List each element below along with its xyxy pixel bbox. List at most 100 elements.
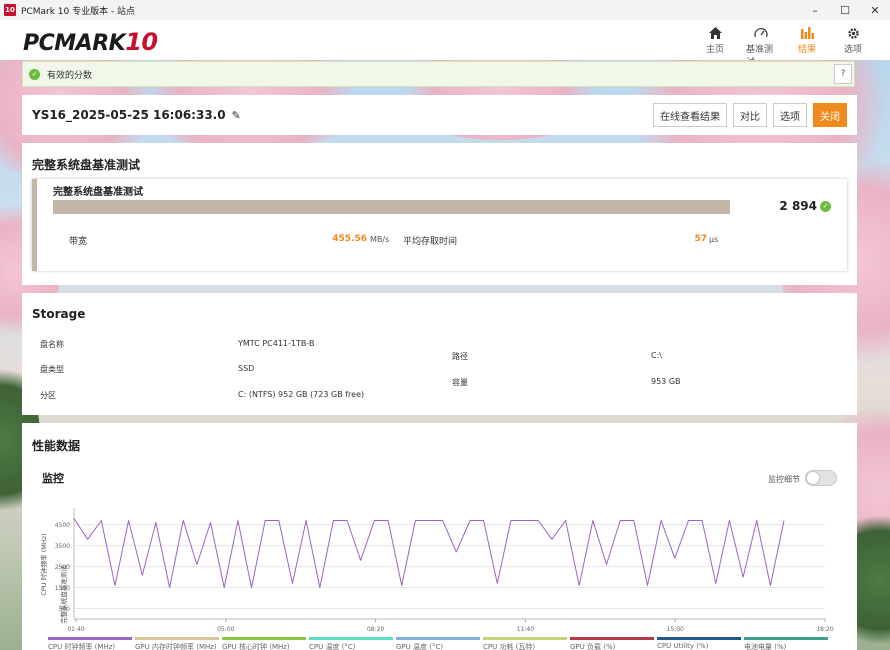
app-icon: 10	[4, 4, 16, 16]
maximize-button[interactable]: ☐	[840, 3, 850, 17]
y-tick-label: 2500	[55, 564, 70, 571]
series-line	[73, 518, 785, 589]
performance-section: 性能数据 监控 监控细节 500 1500 2500 3500 4500 01:40 05:…	[22, 423, 857, 650]
capacity-label: 容量	[452, 378, 468, 387]
window-title: PCMark 10 专业版本 - 站点	[21, 6, 136, 17]
pencil-icon[interactable]: ✎	[231, 108, 241, 122]
legend-swatch	[48, 637, 132, 640]
disk-name-value: YMTC PC411-1TB-B	[238, 339, 315, 348]
legend-item[interactable]: GPU 负载 (%)	[570, 637, 657, 650]
bar-chart-icon	[800, 24, 814, 42]
close-window-button[interactable]: ✕	[870, 3, 880, 17]
benchmark-card[interactable]: 完整系统盘基准测试 2 894 ✓ 带宽 455.56 MB/s 平均存取时间 …	[32, 179, 847, 271]
bandwidth-unit: MB/s	[370, 235, 390, 244]
path-label: 路径	[452, 352, 468, 361]
access-time-unit: μs	[709, 235, 719, 244]
nav-home-label: 主页	[705, 45, 724, 55]
legend-swatch	[135, 637, 219, 640]
x-tick-label: 11:40	[517, 626, 534, 633]
performance-section-title: 性能数据	[32, 439, 81, 453]
view-online-button[interactable]: 在线查看结果	[653, 103, 727, 127]
score-number: 2 894	[779, 199, 817, 213]
benchmark-card-title: 完整系统盘基准测试	[53, 187, 143, 198]
app-header: PCMARK10 主页 基准测试 结果 选项	[0, 20, 890, 68]
nav-results-label: 结果	[797, 45, 816, 55]
toggle-knob	[807, 472, 819, 484]
partition-label: 分区	[40, 391, 56, 400]
legend-label: CPU 温度 (°C)	[309, 643, 356, 650]
bandwidth-value: 455.56	[332, 234, 367, 244]
legend-item[interactable]: GPU 内存时钟频率 (MHz)	[135, 637, 222, 650]
legend-item[interactable]: GPU 温度 (°C)	[396, 637, 483, 650]
legend-item[interactable]: CPU Utility (%)	[657, 637, 744, 650]
legend-label: CPU 功耗 (瓦特)	[483, 643, 536, 650]
x-tick-label: 15:00	[667, 626, 684, 633]
legend-label: CPU 时钟频率 (MHz)	[48, 643, 116, 650]
nav-options-label: 选项	[843, 45, 862, 55]
disk-type-value: SSD	[238, 364, 255, 373]
capacity-value: 953 GB	[651, 377, 681, 386]
nav-results[interactable]: 结果	[792, 24, 822, 68]
nav-home[interactable]: 主页	[700, 24, 730, 68]
x-tick-label: 18:20	[816, 626, 833, 633]
bandwidth-label: 带宽	[69, 237, 88, 247]
access-time-value: 57	[694, 234, 707, 244]
legend-label: CPU Utility (%)	[657, 642, 709, 650]
monitor-detail-toggle[interactable]	[805, 470, 837, 486]
close-button[interactable]: 关闭	[813, 103, 847, 127]
legend-label: GPU 温度 (°C)	[396, 643, 444, 650]
legend-label: GPU 负载 (%)	[570, 643, 616, 650]
nav-options[interactable]: 选项	[838, 24, 868, 68]
storage-section: Storage 盘名称 YMTC PC411-1TB-B 盘类型 SSD 分区 …	[22, 293, 857, 415]
storage-section-title: Storage	[32, 307, 86, 321]
legend-item[interactable]: CPU 功耗 (瓦特)	[483, 637, 570, 650]
legend-swatch	[396, 637, 480, 640]
check-icon: ✓	[29, 68, 40, 80]
legend-swatch	[309, 637, 393, 640]
legend-label: GPU 核心时钟 (MHz)	[222, 643, 290, 650]
pcmark-logo: PCMARK10	[23, 28, 158, 56]
benchmark-section: 完整系统盘基准测试 完整系统盘基准测试 2 894 ✓ 带宽 455.56 MB…	[22, 143, 857, 285]
monitor-detail-label: 监控细节	[768, 475, 800, 484]
partition-value: C: (NTFS) 952 GB (723 GB free)	[238, 390, 365, 399]
score-value: 2 894 ✓	[779, 199, 831, 213]
legend-item[interactable]: GPU 核心时钟 (MHz)	[222, 637, 309, 650]
y-axis-label: CPU 时钟频率 (MHz)	[39, 533, 48, 595]
x-tick-label: 08:20	[367, 626, 384, 633]
legend-swatch	[744, 637, 828, 640]
result-name-panel: YS16_2025-05-25 16:06:33.0 ✎ 在线查看结果 对比 选…	[22, 95, 857, 135]
home-icon	[708, 24, 722, 42]
access-time-label: 平均存取时间	[403, 237, 458, 247]
x-tick-label: 05:00	[217, 626, 234, 633]
disk-name-label: 盘名称	[40, 340, 64, 349]
check-icon: ✓	[820, 200, 831, 212]
legend-swatch	[483, 637, 567, 640]
window-title-bar: 10 PCMark 10 专业版本 - 站点 – ☐ ✕	[0, 0, 890, 20]
legend-swatch	[657, 637, 741, 640]
y-tick-label: 3500	[55, 543, 70, 550]
compare-button[interactable]: 对比	[733, 103, 767, 127]
x-tick-label: 01:40	[67, 626, 84, 633]
gear-icon	[847, 24, 860, 42]
legend-item[interactable]: CPU 时钟频率 (MHz)	[48, 637, 135, 650]
legend-swatch	[570, 637, 654, 640]
options-button[interactable]: 选项	[773, 103, 807, 127]
y-tick-label: 4500	[55, 522, 70, 529]
legend-swatch	[222, 637, 306, 640]
y2-axis-label: 完整系统盘基准测试	[59, 565, 68, 624]
legend-label: GPU 内存时钟频率 (MHz)	[135, 643, 217, 650]
valid-score-banner: ✓ 有效的分数 ?	[22, 61, 855, 87]
result-name: YS16_2025-05-25 16:06:33.0	[32, 108, 226, 122]
legend-item[interactable]: CPU 温度 (°C)	[309, 637, 396, 650]
legend-label: 电池电量 (%)	[744, 643, 787, 650]
legend-item[interactable]: 电池电量 (%)	[744, 637, 831, 650]
minimize-button[interactable]: –	[812, 3, 818, 17]
help-button[interactable]: ?	[834, 64, 852, 84]
monitor-title: 监控	[42, 472, 64, 485]
score-bar	[53, 200, 730, 214]
disk-type-label: 盘类型	[40, 365, 64, 374]
chart-legend: CPU 时钟频率 (MHz) GPU 内存时钟频率 (MHz) GPU 核心时钟 (…	[48, 637, 831, 650]
monitoring-chart[interactable]: 500 1500 2500 3500 4500 01:40 05:00 08:20 11:40 1…	[37, 498, 837, 638]
y-tick-label: 1500	[55, 585, 70, 592]
gauge-icon	[754, 24, 768, 42]
